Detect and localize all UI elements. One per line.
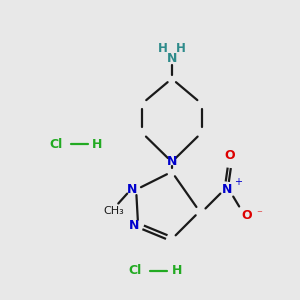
Text: O: O <box>242 209 252 222</box>
Text: N: N <box>222 183 232 196</box>
Text: N: N <box>167 52 177 65</box>
Text: CH₃: CH₃ <box>103 206 124 216</box>
Text: H: H <box>92 138 103 151</box>
Text: O: O <box>224 149 235 162</box>
Text: H: H <box>158 42 168 56</box>
Text: +: + <box>234 177 242 187</box>
Text: Cl: Cl <box>128 264 142 278</box>
Text: H: H <box>172 264 182 278</box>
Text: Cl: Cl <box>49 138 62 151</box>
Text: N: N <box>167 155 177 168</box>
Text: ⁻: ⁻ <box>256 209 262 219</box>
Text: H: H <box>176 42 186 56</box>
Text: N: N <box>127 183 137 196</box>
Text: N: N <box>129 219 139 232</box>
